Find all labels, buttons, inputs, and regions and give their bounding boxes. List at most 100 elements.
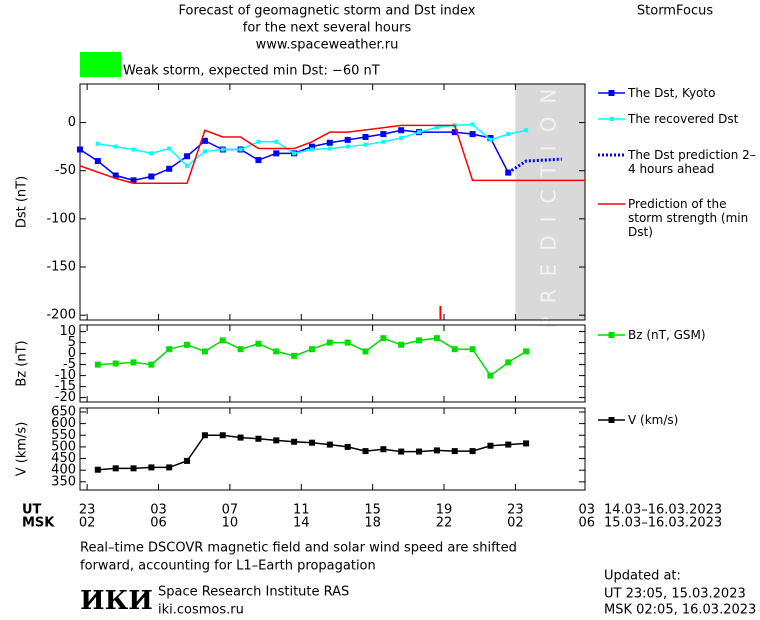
y-tick-label: 350 xyxy=(51,474,76,489)
point xyxy=(291,352,298,359)
y-axis-label: V (km/s) xyxy=(15,422,30,477)
point xyxy=(344,136,351,143)
title: Forecast of geomagnetic storm and Dst in… xyxy=(178,4,475,19)
point xyxy=(112,172,119,179)
ut-label: UT xyxy=(22,503,42,518)
point xyxy=(362,133,369,140)
point xyxy=(130,359,137,366)
y-tick-label: -100 xyxy=(46,211,76,226)
point xyxy=(255,435,262,442)
x-tick-label: 19 xyxy=(436,503,453,518)
legend-marker xyxy=(609,117,614,121)
point xyxy=(166,346,173,353)
msk-label: MSK xyxy=(22,516,55,531)
point xyxy=(219,432,226,439)
point xyxy=(95,141,100,146)
x-tick-label: 02 xyxy=(79,516,96,531)
point xyxy=(202,149,207,154)
x-tick-label: 14 xyxy=(293,516,310,531)
point xyxy=(362,348,369,355)
point xyxy=(309,147,314,152)
x-tick-label: 15 xyxy=(364,503,381,518)
x-tick-label: 06 xyxy=(150,516,167,531)
point xyxy=(238,147,243,152)
y-tick-label: -5 xyxy=(63,357,76,372)
legend-entry: Bz (nT, GSM) xyxy=(628,328,706,342)
updated-msk: MSK 02:05, 16.03.2023 xyxy=(604,603,756,618)
point xyxy=(488,137,493,142)
point xyxy=(416,337,423,344)
y-tick-label: 400 xyxy=(51,463,76,478)
point xyxy=(273,348,280,355)
point xyxy=(433,335,440,342)
y-tick-label: 600 xyxy=(51,416,76,431)
legend-entry: V (km/s) xyxy=(628,413,679,427)
point xyxy=(398,341,405,348)
x-tick-label: 06 xyxy=(579,516,596,531)
y-tick-label: 0 xyxy=(68,115,76,130)
point xyxy=(345,144,350,149)
plot-frame xyxy=(79,83,586,321)
title: for the next several hours xyxy=(243,21,412,36)
point xyxy=(148,173,155,180)
point xyxy=(380,335,387,342)
point xyxy=(506,132,511,137)
x-tick-label: 22 xyxy=(436,516,453,531)
x-tick-label: 02 xyxy=(507,516,524,531)
note: Real–time DSCOVR magnetic field and sola… xyxy=(80,541,517,556)
point xyxy=(416,448,423,455)
legend-marker xyxy=(608,90,615,96)
point xyxy=(308,439,315,446)
storm-status: Weak storm, expected min Dst: −60 nT xyxy=(123,64,380,79)
y-tick-label: -15 xyxy=(55,379,76,394)
x-tick-label: 18 xyxy=(364,516,381,531)
point xyxy=(434,125,439,130)
x-tick-label: 23 xyxy=(79,503,96,518)
point xyxy=(148,464,155,471)
point xyxy=(112,465,119,472)
point xyxy=(184,153,191,160)
y-tick-label: -150 xyxy=(46,260,76,275)
point xyxy=(201,137,208,144)
point xyxy=(381,139,386,144)
point xyxy=(398,448,405,455)
point xyxy=(274,139,279,144)
point xyxy=(130,177,137,184)
prediction-label: PREDICTION xyxy=(537,76,561,329)
point xyxy=(469,131,476,138)
legend-entry: The Dst, Kyoto xyxy=(628,86,716,100)
point xyxy=(219,337,226,344)
point xyxy=(487,372,494,379)
brand: StormFocus xyxy=(637,4,713,19)
point xyxy=(380,131,387,138)
site: iki.cosmos.ru xyxy=(158,603,244,618)
point xyxy=(94,466,101,473)
x-tick-label: 11 xyxy=(293,503,310,518)
x-tick-label: 23 xyxy=(507,503,524,518)
y-tick-label: 5 xyxy=(68,335,76,350)
storm-color xyxy=(80,52,121,77)
point xyxy=(166,165,173,172)
point xyxy=(167,146,172,151)
point xyxy=(344,443,351,450)
point xyxy=(94,361,101,368)
point xyxy=(344,339,351,346)
point xyxy=(308,143,315,150)
legend-entry: The Dst prediction 2–4 hours ahead xyxy=(628,148,756,176)
point xyxy=(326,139,333,146)
series-line xyxy=(97,337,527,377)
point xyxy=(185,163,190,168)
y-axis-label: Bz (nT) xyxy=(15,340,30,386)
point xyxy=(470,122,475,127)
point xyxy=(292,151,297,156)
plot-frame xyxy=(79,407,586,491)
msk-range: 15.03–16.03.2023 xyxy=(604,516,722,531)
y-tick-label: 650 xyxy=(51,404,76,419)
legend-entry: Prediction of the storm strength (min Ds… xyxy=(628,197,749,239)
point xyxy=(94,158,101,165)
updated-ut: UT 23:05, 15.03.2023 xyxy=(604,587,746,602)
prediction-band xyxy=(515,84,585,320)
